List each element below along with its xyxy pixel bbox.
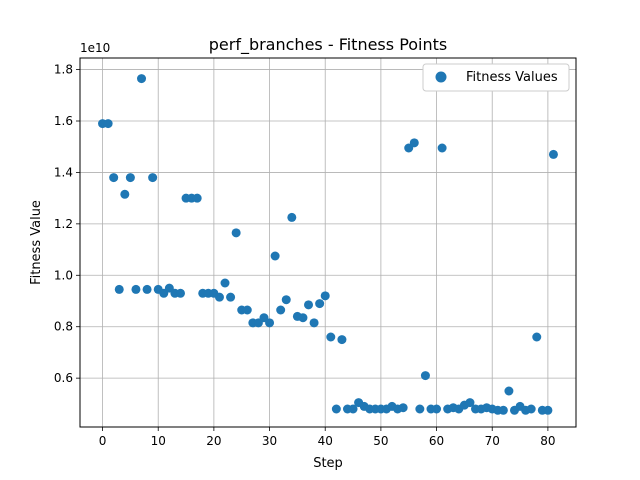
legend: Fitness Values bbox=[422, 63, 570, 92]
data-point bbox=[109, 173, 119, 183]
data-point bbox=[231, 228, 241, 238]
data-point bbox=[220, 278, 230, 288]
data-point bbox=[304, 300, 314, 310]
y-tick-label: 0.8 bbox=[54, 320, 73, 334]
data-point bbox=[103, 119, 113, 129]
plot-frame bbox=[79, 57, 577, 428]
y-tick-label: 0.6 bbox=[54, 371, 73, 385]
data-point bbox=[287, 212, 297, 222]
data-point bbox=[432, 404, 442, 414]
data-point bbox=[326, 332, 336, 342]
data-point bbox=[543, 405, 553, 415]
x-tick-label: 50 bbox=[373, 434, 388, 448]
x-tick-label: 30 bbox=[262, 434, 277, 448]
data-point bbox=[309, 318, 319, 328]
data-point bbox=[298, 313, 308, 323]
data-point bbox=[120, 189, 130, 199]
legend-label: Fitness Values bbox=[466, 70, 558, 85]
data-point bbox=[214, 292, 224, 302]
data-point bbox=[398, 403, 408, 413]
data-point bbox=[409, 138, 419, 148]
data-point bbox=[498, 405, 508, 415]
data-point bbox=[148, 173, 158, 183]
data-point bbox=[192, 193, 202, 203]
data-point bbox=[137, 74, 147, 84]
data-point bbox=[270, 251, 280, 261]
data-point bbox=[281, 295, 291, 305]
chart-title: perf_branches - Fitness Points bbox=[209, 35, 448, 55]
data-point bbox=[348, 404, 358, 414]
data-point bbox=[320, 291, 330, 301]
legend-box bbox=[422, 63, 570, 92]
data-point bbox=[276, 305, 286, 315]
y-tick-label: 1.6 bbox=[54, 114, 73, 128]
x-tick-label: 70 bbox=[485, 434, 500, 448]
data-point bbox=[465, 398, 475, 408]
x-tick-label: 20 bbox=[206, 434, 221, 448]
data-point bbox=[125, 173, 135, 183]
data-point bbox=[226, 292, 236, 302]
data-point bbox=[420, 371, 430, 381]
grid-lines bbox=[80, 58, 576, 427]
x-tick-label: 10 bbox=[151, 434, 166, 448]
data-point bbox=[114, 284, 124, 294]
legend-marker bbox=[435, 71, 447, 83]
data-point bbox=[548, 149, 558, 159]
x-tick-label: 60 bbox=[429, 434, 444, 448]
axis-ticks: 0 10 20 30 40 50 60 70 80 0.6 0.8 1.0 1.2 1.4 1.6 1.8 bbox=[54, 63, 556, 448]
data-point bbox=[265, 318, 275, 328]
data-point bbox=[242, 305, 252, 315]
x-tick-label: 40 bbox=[318, 434, 333, 448]
data-point bbox=[131, 284, 141, 294]
data-point bbox=[415, 404, 425, 414]
y-scale-label: 1e10 bbox=[80, 41, 110, 55]
data-point bbox=[175, 288, 185, 298]
data-point bbox=[315, 299, 325, 309]
data-point bbox=[437, 143, 447, 153]
data-point bbox=[504, 386, 514, 396]
data-point bbox=[526, 404, 536, 414]
x-axis-label: Step bbox=[313, 456, 343, 471]
y-axis-label: Fitness Value bbox=[29, 200, 44, 285]
data-point bbox=[337, 335, 347, 345]
y-tick-label: 1.0 bbox=[54, 268, 73, 282]
x-tick-label: 0 bbox=[99, 434, 107, 448]
data-points bbox=[98, 74, 558, 415]
y-tick-label: 1.4 bbox=[54, 165, 73, 179]
y-tick-label: 1.2 bbox=[54, 217, 73, 231]
data-point bbox=[142, 284, 152, 294]
x-tick-label: 80 bbox=[540, 434, 555, 448]
y-tick-label: 1.8 bbox=[54, 63, 73, 77]
data-point bbox=[331, 404, 341, 414]
data-point bbox=[532, 332, 542, 342]
